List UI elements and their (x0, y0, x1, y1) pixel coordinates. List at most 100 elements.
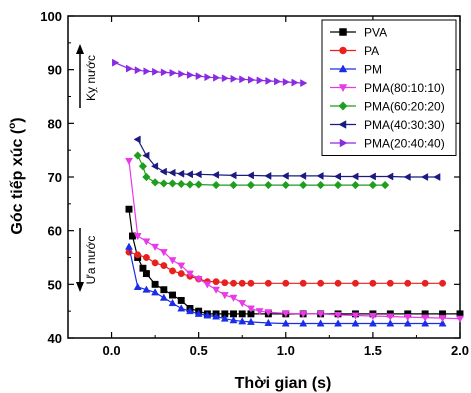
data-point (403, 319, 412, 327)
data-point (150, 178, 160, 187)
data-point (133, 151, 142, 160)
data-point (282, 279, 290, 287)
data-point (438, 315, 447, 323)
data-point (239, 75, 247, 84)
data-point (352, 279, 359, 287)
series-6 (112, 58, 308, 88)
data-point (421, 314, 430, 322)
series-line (128, 251, 443, 284)
data-point (299, 180, 308, 190)
data-point (221, 74, 229, 83)
data-point (213, 73, 221, 82)
data-point (380, 180, 390, 190)
data-point (177, 296, 185, 304)
legend-item: PA (330, 44, 379, 58)
data-point (230, 310, 237, 318)
data-point (403, 314, 412, 322)
data-point (420, 173, 429, 181)
data-point (151, 288, 160, 296)
series-1 (125, 248, 447, 287)
data-point (142, 254, 150, 261)
data-point (177, 304, 186, 312)
data-point (386, 319, 395, 327)
data-point (299, 319, 308, 327)
data-point (212, 312, 221, 320)
data-point (186, 306, 194, 315)
data-point (238, 310, 246, 318)
data-point (126, 64, 134, 73)
data-point (168, 298, 177, 307)
legend: PVA PA PM PMA(80:10:10) PMA(60:20:20) PMA(40:… (321, 19, 457, 156)
y-tick-label: 90 (48, 63, 62, 78)
series-line (128, 160, 461, 320)
data-point (238, 279, 246, 287)
legend-marker (338, 84, 348, 93)
data-point (150, 162, 159, 171)
data-point (369, 279, 377, 287)
legend-item: PMA(40:30:30) (330, 118, 445, 132)
x-tick-label: 2.0 (451, 343, 469, 358)
data-point (265, 76, 273, 85)
data-point (256, 76, 264, 85)
data-point (421, 279, 429, 287)
y-tick-label: 80 (48, 116, 62, 131)
data-point (203, 311, 212, 319)
hydrophobic-arrowhead (76, 44, 84, 54)
data-point (229, 316, 238, 324)
data-point (281, 319, 290, 327)
series-layer (112, 58, 464, 327)
x-tick-label: 0.0 (103, 343, 121, 358)
data-point (160, 68, 169, 77)
data-point (151, 280, 159, 288)
data-point (439, 279, 447, 287)
y-tick-label: 60 (48, 224, 62, 239)
data-point (125, 205, 133, 213)
legend-marker (339, 28, 347, 36)
x-axis-title: Thời gian (s) (235, 375, 332, 392)
y-axis-title-close: ) (9, 117, 26, 122)
data-point (168, 179, 177, 188)
data-point (177, 179, 186, 189)
data-point (334, 311, 342, 320)
data-point (403, 173, 411, 181)
data-point (300, 79, 308, 88)
data-point (169, 68, 177, 77)
data-point (264, 171, 272, 180)
data-point (125, 242, 133, 250)
data-point (160, 262, 168, 269)
hydrophilic-arrowhead (76, 282, 84, 292)
data-point (247, 75, 256, 84)
data-point (195, 72, 203, 81)
data-point (159, 293, 168, 301)
data-point (220, 292, 229, 300)
legend-label: PM (364, 63, 382, 77)
data-point (159, 249, 168, 257)
x-tick-label: 1.5 (364, 343, 382, 358)
data-point (212, 278, 220, 286)
series-5 (133, 135, 441, 181)
data-point (134, 251, 142, 259)
y-tick-label: 70 (48, 170, 62, 185)
annotations: Kỵ nước Ưa nước (76, 44, 98, 292)
data-point (194, 180, 203, 189)
data-point (281, 310, 290, 318)
data-point (142, 238, 151, 246)
data-point (133, 282, 142, 290)
legend-marker (338, 120, 347, 129)
data-point (177, 270, 185, 278)
data-point (168, 168, 176, 177)
data-point (142, 172, 151, 182)
legend-marker (338, 64, 348, 73)
legend-label: PMA(40:30:30) (364, 118, 445, 132)
data-point (142, 270, 150, 278)
legend-label: PMA(80:10:10) (364, 81, 445, 95)
legend-item: PM (330, 63, 382, 77)
y-axis-title-degree: o (7, 123, 18, 129)
data-point (133, 233, 142, 241)
series-3 (125, 157, 464, 323)
legend-label: PMA(60:20:20) (364, 100, 445, 114)
data-point (168, 257, 177, 265)
data-point (178, 70, 186, 78)
data-point (238, 317, 247, 325)
